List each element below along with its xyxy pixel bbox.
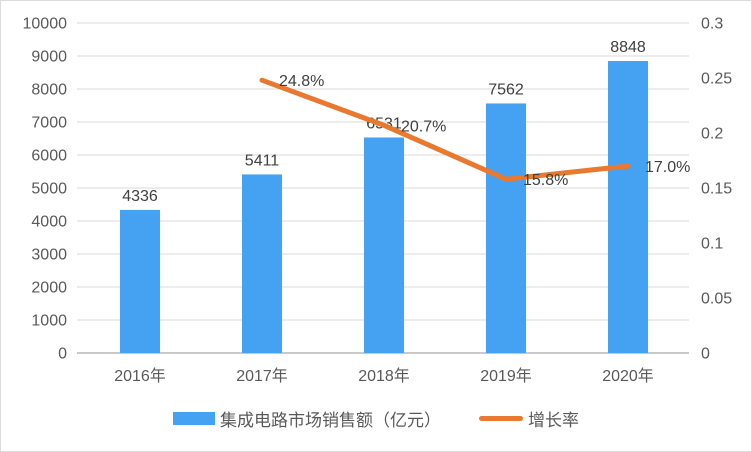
- left-axis-tick: 1000: [31, 313, 67, 330]
- left-axis-tick: 5000: [31, 181, 67, 198]
- bar-value-label: 8848: [610, 39, 646, 56]
- left-axis-tick: 2000: [31, 280, 67, 297]
- line-value-label: 17.0%: [645, 159, 690, 176]
- line-value-label: 24.8%: [279, 73, 324, 90]
- right-axis-tick: 0.25: [701, 71, 732, 88]
- category-label: 2020年: [602, 367, 654, 385]
- right-axis-tick: 0.05: [701, 291, 732, 308]
- legend-label-growth: 增长率: [528, 411, 579, 430]
- bar-value-label: 7562: [488, 81, 524, 98]
- left-axis-tick: 3000: [31, 247, 67, 264]
- left-axis-tick: 10000: [23, 16, 68, 33]
- bar-value-label: 4336: [122, 188, 158, 205]
- left-axis-tick: 7000: [31, 115, 67, 132]
- bar-2018年: [364, 137, 404, 353]
- right-axis-tick: 0.15: [701, 181, 732, 198]
- legend-item-growth: 增长率: [479, 406, 579, 431]
- line-value-label: 20.7%: [401, 118, 446, 135]
- right-axis-tick: 0.3: [701, 16, 723, 33]
- bar-2020年: [608, 61, 648, 354]
- legend: 集成电路市场销售额（亿元） 增长率: [1, 406, 751, 431]
- category-label: 2017年: [236, 367, 288, 385]
- legend-label-sales: 集成电路市场销售额（亿元）: [220, 411, 441, 430]
- bar-series-swatch: [173, 412, 215, 425]
- category-label: 2018年: [358, 367, 410, 385]
- line-series-swatch: [479, 416, 523, 421]
- left-axis-tick: 0: [58, 346, 67, 363]
- bar-2017年: [242, 174, 282, 353]
- left-axis-tick: 4000: [31, 214, 67, 231]
- category-label: 2019年: [480, 367, 532, 385]
- left-axis-tick: 8000: [31, 82, 67, 99]
- bar-2016年: [120, 209, 160, 353]
- right-axis-tick: 0: [701, 346, 710, 363]
- right-axis-tick: 0.2: [701, 126, 723, 143]
- growth-rate-line: [259, 77, 631, 182]
- left-axis-tick: 6000: [31, 148, 67, 165]
- legend-item-sales: 集成电路市场销售额（亿元）: [173, 406, 441, 431]
- bar-2019年: [486, 103, 526, 353]
- category-label: 2016年: [114, 367, 166, 385]
- line-value-label: 15.8%: [523, 172, 568, 189]
- right-axis-tick: 0.1: [701, 236, 723, 253]
- left-axis-tick: 9000: [31, 49, 67, 66]
- bar-value-label: 5411: [245, 152, 280, 169]
